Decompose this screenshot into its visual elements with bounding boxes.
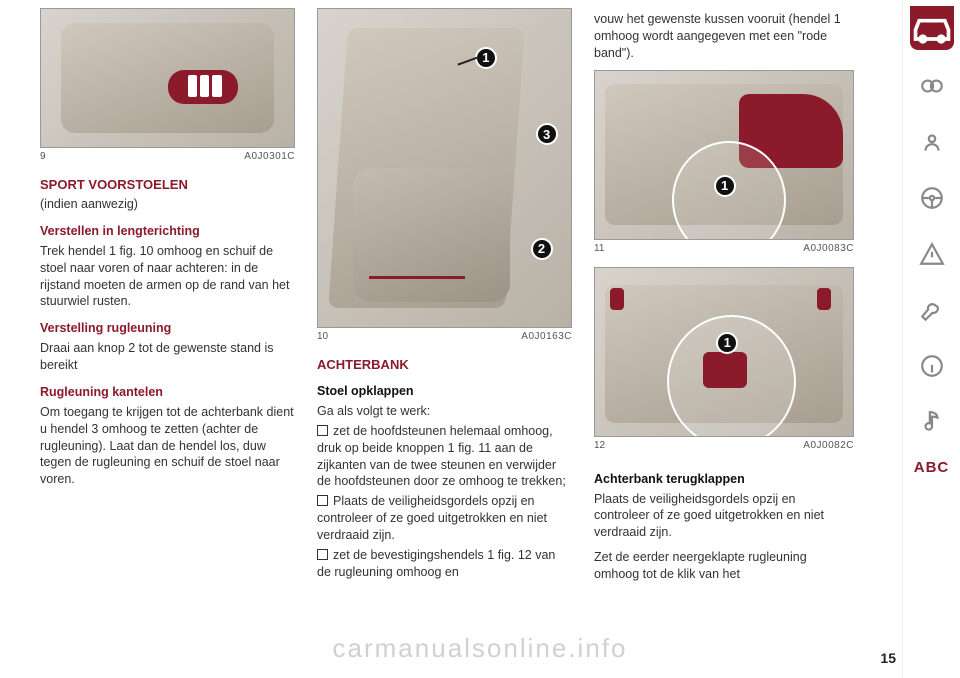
bullet-2-text: Plaats de veiligheidsgordels opzij en co… xyxy=(317,494,547,542)
callout-3: 3 xyxy=(536,123,558,145)
figure-num: 10 xyxy=(317,330,328,344)
figure-num: 11 xyxy=(594,242,604,256)
airbag-icon[interactable] xyxy=(912,122,952,162)
heading-sport-voorstoelen: SPORT VOORSTOELEN xyxy=(40,176,295,194)
figure-12: 1 xyxy=(594,267,854,437)
column-3: vouw het gewenste kussen vooruit (hendel… xyxy=(594,8,854,670)
side-tab-nav: ABC xyxy=(902,0,960,678)
para-terug-2: Zet de eerder neergeklapte rugleuning om… xyxy=(594,549,854,583)
callout-2: 2 xyxy=(531,238,553,260)
para-top-continuation: vouw het gewenste kussen vooruit (hendel… xyxy=(594,11,854,62)
callout-1: 1 xyxy=(714,175,736,197)
figure-11-caption: 11 A0J0083C xyxy=(594,242,854,256)
figure-code: A0J0083C xyxy=(803,242,854,256)
heading-rugleuning: Verstelling rugleuning xyxy=(40,320,295,337)
heading-terugklappen: Achterbank terugklappen xyxy=(594,471,854,488)
manual-page: 9 A0J0301C SPORT VOORSTOELEN (indien aan… xyxy=(0,0,960,678)
callout-1: 1 xyxy=(475,47,497,69)
figure-9-caption: 9 A0J0301C xyxy=(40,150,295,164)
info-icon[interactable] xyxy=(912,346,952,386)
para-kantelen: Om toegang te krijgen tot de achterbank … xyxy=(40,404,295,488)
page-number: 15 xyxy=(880,649,896,668)
heading-lengterichting: Verstellen in lengterichting xyxy=(40,223,295,240)
figure-9 xyxy=(40,8,295,148)
figure-10-caption: 10 A0J0163C xyxy=(317,330,572,344)
heading-achterbank: ACHTERBANK xyxy=(317,356,572,374)
heading-kantelen: Rugleuning kantelen xyxy=(40,384,295,401)
figure-code: A0J0082C xyxy=(803,439,854,453)
bullet-1-text: zet de hoofdsteunen helemaal omhoog, dru… xyxy=(317,424,566,489)
dashboard-icon[interactable] xyxy=(912,66,952,106)
bullet-3: zet de bevestigingshendels 1 fig. 12 van… xyxy=(317,547,572,581)
bullet-1: zet de hoofdsteunen helemaal omhoog, dru… xyxy=(317,423,572,491)
figure-10: 1 3 2 xyxy=(317,8,572,328)
bullet-2: Plaats de veiligheidsgordels opzij en co… xyxy=(317,493,572,544)
para-lengterichting: Trek hendel 1 fig. 10 omhoog en schuif d… xyxy=(40,243,295,311)
abc-label[interactable]: ABC xyxy=(914,458,950,478)
figure-12-caption: 12 A0J0082C xyxy=(594,439,854,453)
tab-active-car-icon[interactable] xyxy=(910,6,954,50)
music-note-icon[interactable] xyxy=(912,402,952,442)
bullet-3-text: zet de bevestigingshendels 1 fig. 12 van… xyxy=(317,548,555,579)
column-2: 1 3 2 10 A0J0163C ACHTERBANK Stoel opkla… xyxy=(317,8,572,670)
sport-subtitle: (indien aanwezig) xyxy=(40,196,295,213)
figure-code: A0J0163C xyxy=(521,330,572,344)
steering-wheel-icon[interactable] xyxy=(912,178,952,218)
para-rugleuning: Draai aan knop 2 tot de gewenste stand i… xyxy=(40,340,295,374)
figure-code: A0J0301C xyxy=(244,150,295,164)
figure-num: 12 xyxy=(594,439,605,453)
heading-stoel-opklappen: Stoel opklappen xyxy=(317,383,572,400)
figure-11: 1 xyxy=(594,70,854,240)
wrench-icon[interactable] xyxy=(912,290,952,330)
para-ga-als-volgt: Ga als volgt te werk: xyxy=(317,403,572,420)
para-terug-1: Plaats de veiligheidsgordels opzij en co… xyxy=(594,491,854,542)
warning-icon[interactable] xyxy=(912,234,952,274)
figure-num: 9 xyxy=(40,150,46,164)
content-columns: 9 A0J0301C SPORT VOORSTOELEN (indien aan… xyxy=(0,0,902,678)
column-1: 9 A0J0301C SPORT VOORSTOELEN (indien aan… xyxy=(40,8,295,670)
